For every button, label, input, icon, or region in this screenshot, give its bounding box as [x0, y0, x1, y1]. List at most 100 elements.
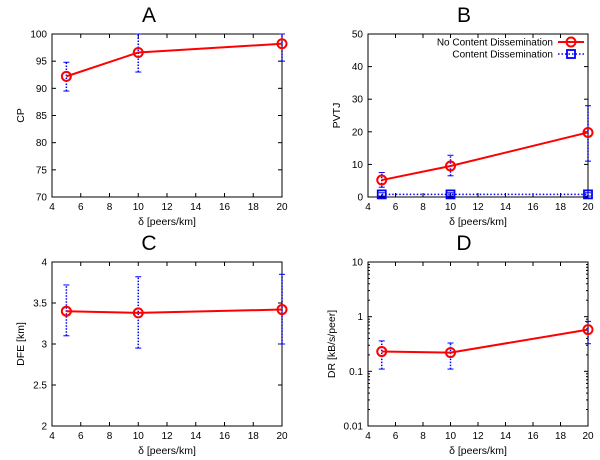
data-point: [132, 307, 144, 319]
y-axis-label: PVTJ: [331, 103, 343, 129]
series-no-content-dissemination: [376, 105, 594, 188]
data-point: [276, 38, 288, 50]
panel-letter: D: [456, 232, 471, 255]
x-tick-label: 4: [49, 431, 55, 442]
y-tick-label: 2: [41, 422, 47, 433]
series-line: [66, 308, 283, 314]
x-tick-label: 20: [276, 431, 288, 442]
panel-a: A 4 6 8 10 12 14 16 18 20 70 75 80 85 90 95 100 δ [peers/…: [15, 4, 288, 228]
y-tick-label: 3.5: [33, 299, 47, 310]
y-tick-label: 0.01: [344, 422, 364, 433]
data-point: [60, 305, 72, 317]
panel-d: D 4 6 8 10 12 14 16 18 20 0.01 0.1 1 10 δ [peers/km] DR…: [326, 232, 594, 457]
y-tick-label: 10: [352, 160, 364, 171]
data-point: [376, 346, 388, 358]
x-tick-label: 10: [133, 431, 145, 442]
x-tick-label: 10: [445, 202, 457, 213]
panel-c: C 4 6 8 10 12 14 16 18 20 2 2.5 3 3.5 4 δ [peers/km] DFE…: [15, 232, 288, 457]
data-point: [582, 126, 594, 138]
x-axis-label: δ [peers/km]: [449, 216, 507, 228]
series-no-content-dissemination: [376, 320, 594, 370]
series-content-dissemination: [376, 189, 593, 200]
data-point: [583, 189, 593, 200]
x-tick-label: 14: [190, 431, 202, 442]
x-tick-label: 12: [161, 202, 173, 213]
x-tick-label: 8: [420, 202, 426, 213]
y-tick-label: 2.5: [33, 381, 47, 392]
x-axis-label: δ [peers/km]: [449, 445, 507, 457]
x-axis-label: δ [peers/km]: [138, 216, 196, 228]
y-tick-label: 85: [36, 111, 48, 122]
x-tick-label: 18: [248, 431, 260, 442]
x-tick-label: 16: [527, 431, 539, 442]
x-tick-label: 12: [472, 431, 484, 442]
y-tick-label: 80: [36, 138, 48, 149]
x-tick-label: 4: [365, 202, 371, 213]
y-tick-label: 50: [352, 30, 364, 41]
data-point: [445, 189, 456, 200]
series-line: [66, 42, 283, 78]
x-tick-label: 18: [555, 202, 567, 213]
y-tick-label: 3: [41, 340, 47, 351]
legend-swatch-marker: [565, 36, 577, 48]
plot-frame: [51, 33, 283, 198]
data-point: [132, 46, 144, 58]
y-tick-label: 75: [36, 165, 48, 176]
x-tick-label: 20: [582, 431, 594, 442]
legend-label: Content Dissemination: [452, 50, 553, 61]
x-tick-label: 14: [500, 431, 512, 442]
y-axis-label: DFE [km]: [15, 322, 27, 366]
y-tick-label: 100: [30, 30, 47, 41]
panel-b: B 4 6 8 10 12 14 16 18 20 0 10 20 30 40 50 δ [peers/km] P…: [331, 4, 594, 228]
plot-frame: [51, 261, 283, 427]
data-point: [445, 160, 456, 172]
y-axis-label: DR [kB/s/peer]: [326, 310, 338, 378]
x-tick-label: 12: [161, 431, 173, 442]
panel-letter: C: [141, 232, 156, 255]
series-no-content-dissemination: [60, 33, 288, 92]
x-tick-label: 4: [365, 431, 371, 442]
x-tick-label: 10: [133, 202, 145, 213]
x-tick-label: 12: [472, 202, 484, 213]
data-point: [276, 304, 288, 316]
legend-label: No Content Dissemination: [437, 38, 553, 49]
series-no-content-dissemination: [60, 273, 288, 349]
y-tick-label: 95: [36, 57, 48, 68]
y-tick-label: 4: [41, 258, 47, 269]
x-tick-label: 20: [582, 202, 594, 213]
x-tick-label: 14: [190, 202, 202, 213]
x-axis-label: δ [peers/km]: [138, 445, 196, 457]
x-tick-label: 8: [107, 202, 113, 213]
y-tick-label: 90: [36, 84, 48, 95]
y-tick-label: 0: [357, 193, 363, 204]
y-tick-label: 40: [352, 62, 364, 73]
x-tick-label: 6: [393, 431, 399, 442]
x-tick-label: 16: [219, 202, 231, 213]
plot-frame: [367, 261, 589, 427]
y-tick-label: 70: [36, 193, 48, 204]
y-tick-label: 1: [357, 312, 363, 323]
x-tick-label: 6: [78, 431, 84, 442]
series-line: [381, 131, 589, 182]
legend-swatch-marker: [566, 49, 576, 59]
panel-letter: B: [457, 4, 471, 27]
data-point: [445, 347, 456, 359]
x-tick-label: 8: [107, 431, 113, 442]
x-tick-label: 6: [78, 202, 84, 213]
x-tick-label: 4: [49, 202, 55, 213]
y-tick-label: 0.1: [349, 367, 363, 378]
data-point: [582, 324, 594, 336]
x-tick-label: 18: [555, 431, 567, 442]
x-tick-label: 20: [276, 202, 288, 213]
x-tick-label: 18: [248, 202, 260, 213]
data-point: [376, 174, 388, 186]
panel-letter: A: [142, 4, 156, 27]
data-point: [376, 189, 387, 200]
x-tick-label: 6: [393, 202, 399, 213]
y-tick-label: 10: [352, 258, 364, 269]
x-tick-label: 16: [219, 431, 231, 442]
x-tick-label: 16: [527, 202, 539, 213]
y-tick-label: 20: [352, 127, 364, 138]
